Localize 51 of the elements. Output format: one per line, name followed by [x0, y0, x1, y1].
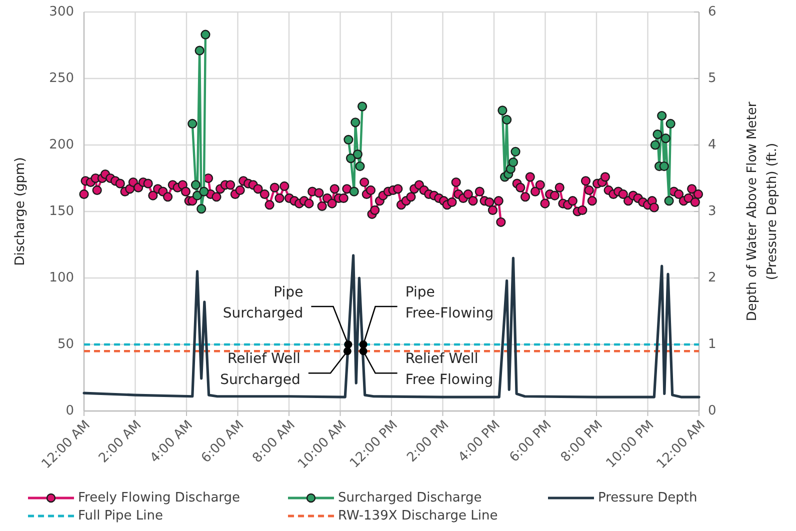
y-tick-label: 50	[57, 337, 74, 352]
point	[200, 30, 210, 40]
point	[355, 161, 365, 172]
y2-axis-title: Depth of Water Above Flow Meter (Pressure Depth) (ft.)	[745, 101, 780, 322]
y-tick-label: 250	[49, 71, 74, 86]
y-tick-label: 300	[49, 4, 74, 20]
y-tick-label: 150	[49, 204, 74, 220]
annotation: Pipe Free-Flowing	[405, 284, 494, 322]
y-tick-label: 0	[66, 404, 74, 419]
point	[196, 204, 206, 214]
point	[344, 134, 354, 144]
point	[349, 186, 359, 196]
legend-label: RW-139X Discharge Line	[338, 508, 498, 524]
legend-label: Pressure Depth	[598, 490, 698, 506]
y-tick-label: 200	[49, 138, 74, 153]
point	[192, 190, 202, 200]
y2-tick-label: 4	[708, 138, 716, 153]
point	[350, 118, 360, 128]
point	[199, 186, 209, 196]
y2-tick-label: 6	[708, 4, 716, 20]
point	[190, 180, 201, 190]
point	[510, 146, 520, 156]
point	[664, 196, 674, 206]
point	[498, 106, 508, 116]
legend-label: Freely Flowing Discharge	[78, 490, 240, 506]
point	[508, 157, 518, 168]
y2-tick-label: 1	[708, 337, 716, 352]
y2-tick-label: 0	[708, 404, 716, 419]
point	[194, 46, 204, 56]
annotation: Pipe Surcharged	[222, 284, 304, 322]
point	[657, 110, 667, 121]
y-tick-label: 100	[49, 270, 74, 286]
point	[659, 161, 669, 172]
y2-tick-label: 2	[708, 270, 716, 286]
annotation: Relief Well Free Flowing	[405, 351, 494, 388]
line-series	[82, 254, 700, 398]
legend-label: Surcharged Discharge	[338, 490, 482, 506]
point	[502, 114, 512, 125]
point	[666, 118, 676, 129]
legend-label: Full Pipe Line	[78, 508, 164, 524]
point	[188, 118, 198, 129]
point	[660, 134, 670, 144]
y2-tick-label: 3	[708, 204, 716, 220]
point	[357, 102, 368, 112]
point	[650, 140, 660, 150]
annotation: Relief Well Surcharged	[220, 351, 300, 388]
point	[346, 154, 356, 164]
point	[652, 130, 662, 140]
point	[352, 150, 362, 160]
y2-tick-label: 5	[708, 71, 716, 86]
y-axis-title: Discharge (gpm)	[13, 157, 28, 266]
